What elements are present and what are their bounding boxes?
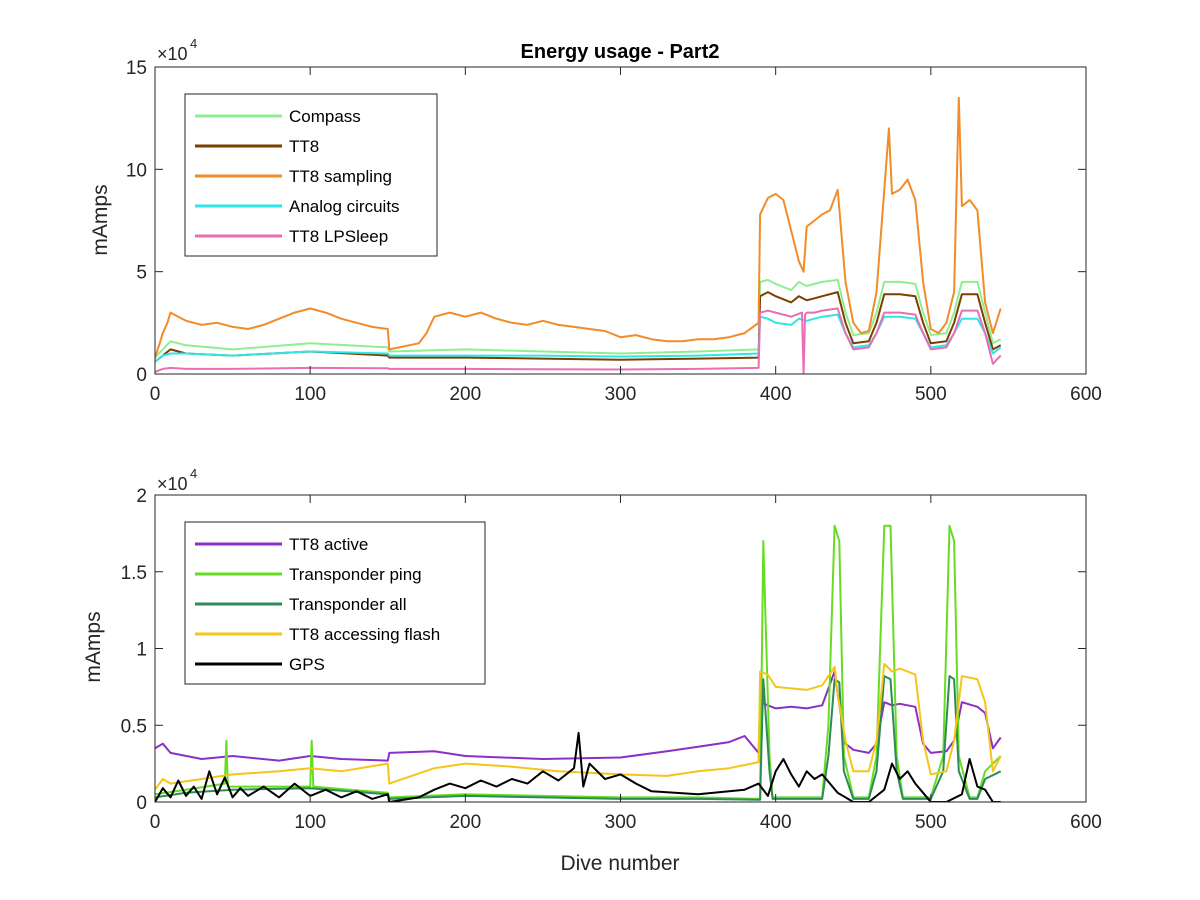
x-tick-label: 300 bbox=[605, 812, 637, 833]
x-tick-label: 400 bbox=[760, 384, 792, 405]
y-tick-label: 0.5 bbox=[121, 716, 147, 737]
y-tick-label: 2 bbox=[136, 486, 147, 507]
x-tick-label: 500 bbox=[915, 384, 947, 405]
x-tick-label: 500 bbox=[915, 812, 947, 833]
x-tick-label: 0 bbox=[150, 812, 161, 833]
legend-entry: TT8 bbox=[289, 137, 319, 156]
y-multiplier-bottom: ×10 4 bbox=[157, 466, 197, 494]
y-multiplier-base-top: ×10 bbox=[157, 44, 188, 64]
energy-axes-top: Energy usage - Part2 mAmps ×10 4 0 100 200… bbox=[89, 36, 1102, 405]
y-tick-label: 10 bbox=[126, 160, 147, 181]
y-tick-label: 0 bbox=[136, 365, 147, 386]
y-tick-label: 0 bbox=[136, 793, 147, 814]
legend-entry: Analog circuits bbox=[289, 197, 400, 216]
series-line-gps bbox=[155, 731, 1001, 802]
series-line-tt8-accessing-flash bbox=[155, 662, 1002, 791]
x-tick-label: 600 bbox=[1070, 812, 1102, 833]
x-tick-label: 600 bbox=[1070, 384, 1102, 405]
legend-entry: TT8 accessing flash bbox=[289, 625, 440, 644]
legend: TT8 active Transponder ping Transponder al… bbox=[184, 521, 486, 685]
legend-entry: Transponder ping bbox=[289, 565, 422, 584]
y-multiplier-base-bottom: ×10 bbox=[157, 474, 188, 494]
x-tick-label: 400 bbox=[760, 812, 792, 833]
series-line-transponder-ping bbox=[155, 524, 1002, 800]
x-axis-label: Dive number bbox=[560, 852, 679, 875]
series-line-analog-circuits bbox=[155, 313, 1002, 363]
plot-lines bbox=[155, 524, 1002, 802]
legend-entry: GPS bbox=[289, 655, 325, 674]
y-tick-label: 15 bbox=[126, 58, 147, 79]
chart-title: Energy usage - Part2 bbox=[521, 41, 720, 63]
legend-box bbox=[184, 521, 486, 685]
y-multiplier-top: ×10 4 bbox=[157, 36, 197, 64]
series-line-compass bbox=[155, 278, 1002, 359]
legend-entry: Transponder all bbox=[289, 595, 407, 614]
x-tick-label: 200 bbox=[449, 384, 481, 405]
legend-entry: Compass bbox=[289, 107, 361, 126]
y-tick-label: 1 bbox=[136, 640, 147, 661]
x-tick-label: 100 bbox=[294, 384, 326, 405]
x-tick-label: 0 bbox=[150, 384, 161, 405]
y-tick-label: 5 bbox=[136, 263, 147, 284]
y-multiplier-exponent-top: 4 bbox=[190, 36, 197, 51]
legend-entry: TT8 LPSleep bbox=[289, 227, 388, 246]
y-multiplier-exponent-bottom: 4 bbox=[190, 466, 197, 481]
y-tick-label: 1.5 bbox=[121, 563, 147, 584]
series-line-tt8-active bbox=[155, 670, 1002, 762]
x-tick-label: 100 bbox=[294, 812, 326, 833]
energy-axes-bottom: Dive number mAmps ×10 4 0 100 200 300 400 500… bbox=[82, 466, 1102, 875]
legend-entry: TT8 active bbox=[289, 535, 368, 554]
legend: Compass TT8 TT8 sampling Analog circuits TT8… bbox=[184, 93, 438, 257]
series-line-tt8 bbox=[155, 291, 1002, 363]
x-tick-label: 200 bbox=[449, 812, 481, 833]
legend-entry: TT8 sampling bbox=[289, 167, 392, 186]
y-axis-label-bottom: mAmps bbox=[82, 611, 105, 682]
y-axis-label-top: mAmps bbox=[89, 184, 112, 255]
series-line-tt8-sampling bbox=[155, 96, 1002, 358]
series-line-tt8-lpsleep bbox=[155, 307, 1002, 374]
x-tick-label: 300 bbox=[605, 384, 637, 405]
plot-lines bbox=[155, 96, 1002, 374]
